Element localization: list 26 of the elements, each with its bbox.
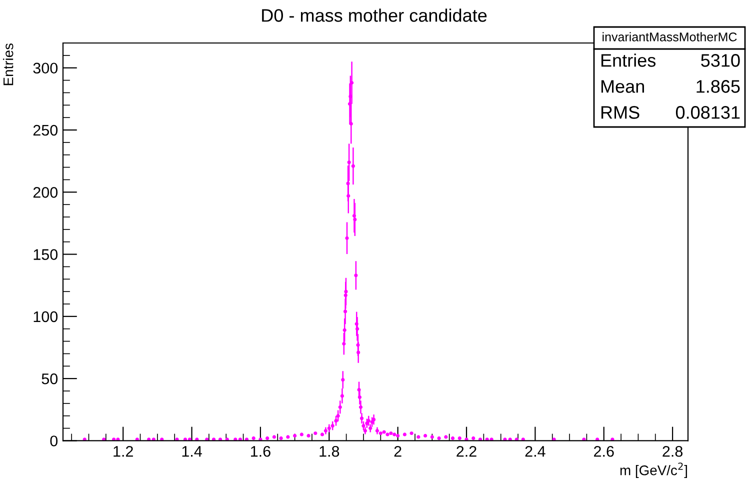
x-tick-label: 1.2 bbox=[114, 446, 133, 457]
annotation: 0.08131 bbox=[676, 106, 740, 119]
text: invariantMassMotherMC bbox=[602, 32, 737, 42]
chart-title: D0 - mass mother candidate bbox=[262, 8, 487, 22]
y-tick-label: 150 bbox=[34, 249, 58, 260]
y-axis-title: Entries bbox=[3, 44, 14, 86]
x-tick-label: 2.8 bbox=[662, 446, 682, 457]
y-tick-label: 200 bbox=[33, 187, 58, 198]
text: 1.865 bbox=[696, 80, 740, 93]
y-tick-label: 0 bbox=[50, 436, 58, 446]
x-tick-label: 2.6 bbox=[594, 446, 614, 457]
x-tick-label: 1.8 bbox=[320, 446, 340, 457]
x-tick-label: 2.4 bbox=[525, 446, 546, 457]
x-tick-label: 2.2 bbox=[456, 446, 476, 457]
x-tick-label: 1.6 bbox=[251, 446, 270, 457]
annotation: Mean bbox=[601, 80, 644, 93]
y-tick-label: 50 bbox=[42, 373, 58, 384]
y-tick-label: 300 bbox=[33, 62, 58, 74]
x-tick-label: 1.4 bbox=[182, 446, 202, 457]
annotation: Entries bbox=[601, 54, 656, 67]
annotation: RMS bbox=[601, 106, 640, 119]
x-axis-title: m [GeV/c$^{2}$] bbox=[620, 462, 687, 478]
y-tick-label: 250 bbox=[33, 124, 58, 136]
y-tick-label: 100 bbox=[34, 311, 58, 322]
text: 5310 bbox=[701, 54, 740, 67]
x-tick-label: 2 bbox=[394, 446, 402, 457]
